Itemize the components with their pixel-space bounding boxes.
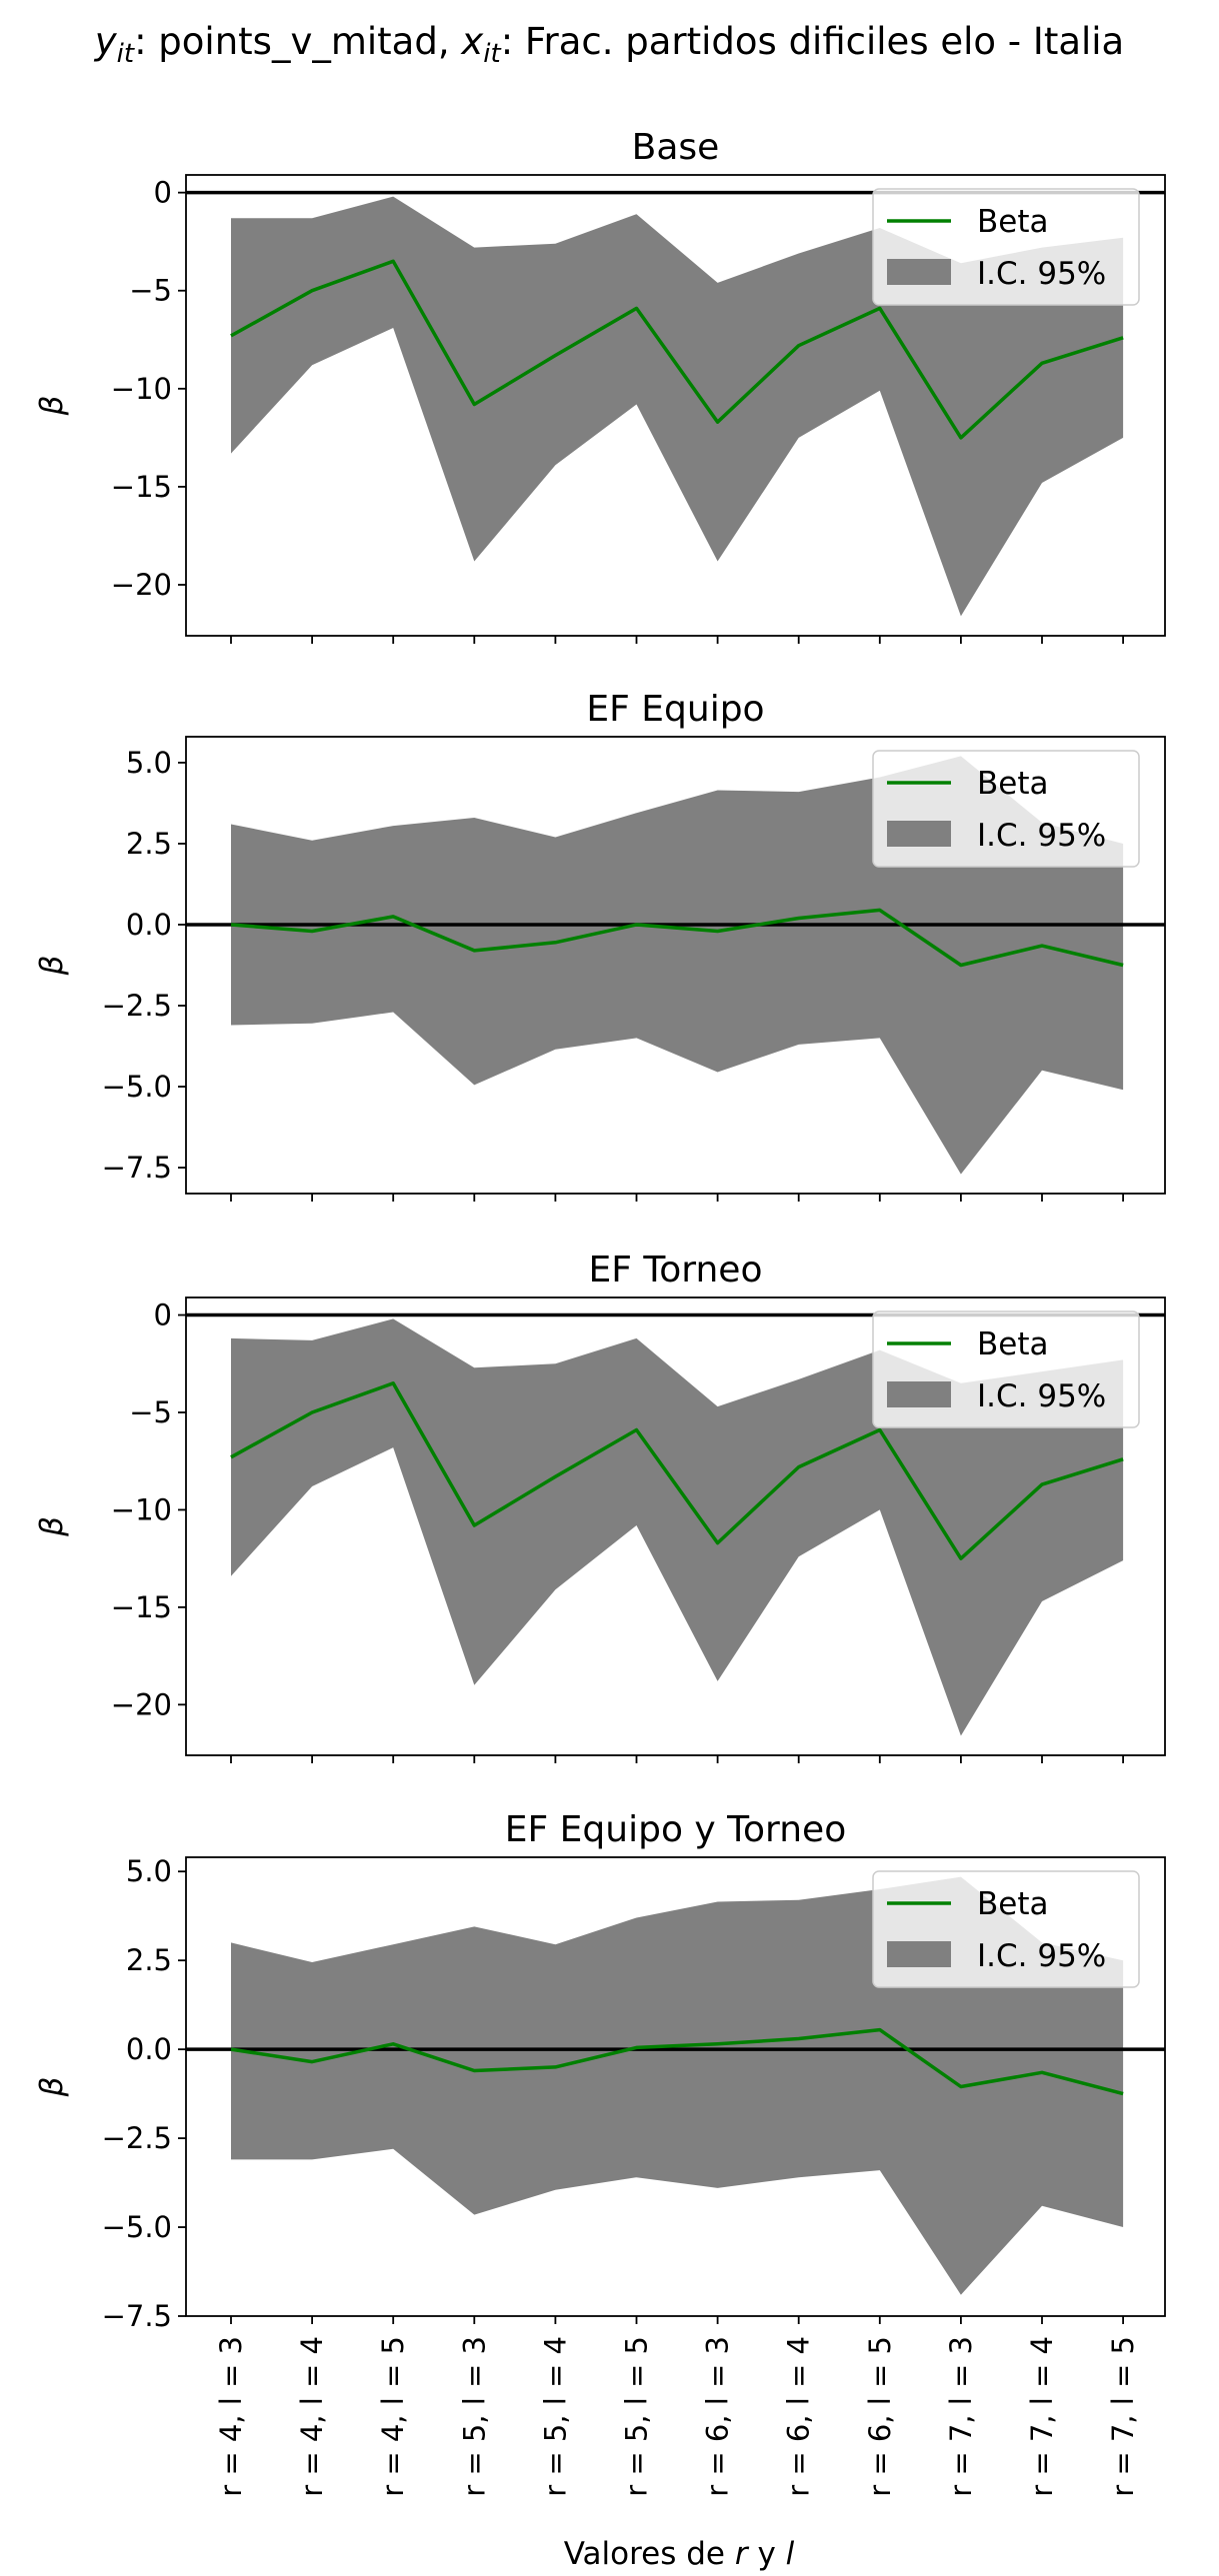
y-tick-label: −5 xyxy=(129,1395,172,1429)
beta-line xyxy=(230,2027,1124,2096)
panel-ef-equipo-y-torneo: 5.0 2.5 0.0 −2.5 −5.0 −7.5 β r = 4, l = 3 r = 4,… xyxy=(34,1809,1166,2497)
y-tick-label: −20 xyxy=(111,568,172,602)
panel-title: Base xyxy=(632,127,720,168)
beta-line xyxy=(230,908,1124,968)
panel-title: EF Torneo xyxy=(589,1250,763,1290)
suptitle-y: y xyxy=(94,20,118,63)
legend-ci-label: I.C. 95% xyxy=(977,256,1106,292)
suptitle-y-sub: it xyxy=(117,39,135,69)
legend: Beta I.C. 95% xyxy=(872,1870,1140,1988)
x-axis-label: Valores de r y l xyxy=(564,2536,795,2572)
y-tick-label: 0 xyxy=(154,176,172,210)
y-tick-label: −15 xyxy=(111,1590,172,1624)
xlabel-mid: y xyxy=(748,2536,786,2572)
y-tick-label: −5 xyxy=(129,274,172,308)
legend: Beta I.C. 95% xyxy=(872,750,1140,868)
legend-ci-swatch xyxy=(887,259,951,285)
y-tick-label: −15 xyxy=(111,470,172,504)
legend: Beta I.C. 95% xyxy=(872,1310,1140,1428)
legend-beta-label: Beta xyxy=(977,204,1049,240)
x-tick-label: r = 6, l = 5 xyxy=(863,2336,897,2497)
legend-ci-swatch xyxy=(887,1381,951,1407)
legend-beta-label: Beta xyxy=(977,766,1049,802)
y-tick-label: 0.0 xyxy=(126,908,172,942)
panel-base: 0 −5 −10 −15 −20 β Base Beta I.C. 95% xyxy=(34,127,1166,644)
y-tick-label: −7.5 xyxy=(102,2299,172,2333)
beta-line xyxy=(230,259,1124,440)
xlabel-prefix: Valores de xyxy=(564,2536,735,2572)
y-tick-label: −5.0 xyxy=(102,1070,172,1104)
y-axis-label: β xyxy=(34,2077,70,2098)
x-tick-label: r = 5, l = 4 xyxy=(538,2336,572,2497)
xlabel-l: l xyxy=(786,2536,795,2572)
suptitle-mid: : points_v_mitad, xyxy=(134,20,461,63)
x-tick-label: r = 4, l = 4 xyxy=(295,2336,329,2497)
beta-line xyxy=(230,1381,1124,1560)
suptitle-rest: : Frac. partidos dificiles elo - Italia xyxy=(501,20,1125,63)
y-tick-label: −10 xyxy=(111,1492,172,1526)
suptitle-x-sub: it xyxy=(483,39,501,69)
legend-beta-label: Beta xyxy=(977,1886,1049,1922)
legend: Beta I.C. 95% xyxy=(872,188,1140,306)
panel-title: EF Equipo xyxy=(586,689,764,730)
y-tick-label: 0.0 xyxy=(126,2032,172,2066)
panel-title: EF Equipo y Torneo xyxy=(505,1809,846,1850)
y-axis-label: β xyxy=(34,956,70,977)
y-tick-label: 2.5 xyxy=(126,1943,172,1977)
y-tick-label: −7.5 xyxy=(102,1151,172,1185)
axes-frame xyxy=(185,174,1166,637)
x-tick-label: r = 4, l = 5 xyxy=(376,2336,410,2497)
x-tick-label: r = 7, l = 5 xyxy=(1106,2336,1140,2497)
x-tick-label: r = 7, l = 4 xyxy=(1025,2336,1059,2497)
y-tick-label: 2.5 xyxy=(126,827,172,861)
axes-frame xyxy=(185,1856,1166,2317)
subplots: 0 −5 −10 −15 −20 β Base Beta I.C. 95% 5.0 2.5 0.0 −2… xyxy=(34,127,1166,2497)
y-tick-label: 0 xyxy=(154,1298,172,1332)
y-axis-label: β xyxy=(34,1516,70,1537)
xlabel-r: r xyxy=(735,2536,750,2572)
legend-ci-label: I.C. 95% xyxy=(977,1938,1106,1974)
legend-ci-swatch xyxy=(887,1941,951,1967)
x-tick-label: r = 6, l = 4 xyxy=(782,2336,816,2497)
y-tick-label: 5.0 xyxy=(126,1854,172,1888)
y-tick-label: −10 xyxy=(111,372,172,406)
suptitle-x: x xyxy=(460,20,484,63)
x-tick-label: r = 6, l = 3 xyxy=(701,2336,735,2497)
x-tick-label: r = 5, l = 5 xyxy=(620,2336,654,2497)
figure-suptitle: yit: points_v_mitad, xit: Frac. partidos… xyxy=(94,20,1124,69)
y-axis-label: β xyxy=(34,396,70,417)
legend-ci-label: I.C. 95% xyxy=(977,1378,1106,1414)
x-tick-label: r = 7, l = 3 xyxy=(944,2336,978,2497)
y-tick-label: −2.5 xyxy=(102,2121,172,2155)
axes-frame xyxy=(185,1296,1166,1756)
y-tick-label: −2.5 xyxy=(102,989,172,1023)
legend-ci-label: I.C. 95% xyxy=(977,818,1106,854)
x-tick-label: r = 4, l = 3 xyxy=(214,2336,248,2497)
panel-ef-torneo: 0 −5 −10 −15 −20 β EF Torneo Beta I.C. 95% xyxy=(34,1250,1166,1763)
legend-ci-swatch xyxy=(887,821,951,847)
axes-frame xyxy=(185,736,1166,1195)
y-tick-label: 5.0 xyxy=(126,746,172,780)
y-tick-label: −20 xyxy=(111,1687,172,1721)
x-tick-label: r = 5, l = 3 xyxy=(457,2336,491,2497)
panel-ef-equipo: 5.0 2.5 0.0 −2.5 −5.0 −7.5 β EF Equipo Beta I.C. … xyxy=(34,689,1166,1202)
y-tick-label: −5.0 xyxy=(102,2210,172,2244)
legend-beta-label: Beta xyxy=(977,1326,1049,1362)
